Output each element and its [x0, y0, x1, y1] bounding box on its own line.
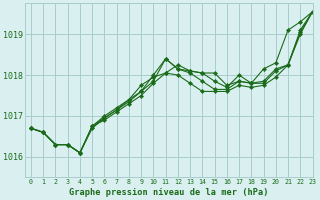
- X-axis label: Graphe pression niveau de la mer (hPa): Graphe pression niveau de la mer (hPa): [69, 188, 268, 197]
